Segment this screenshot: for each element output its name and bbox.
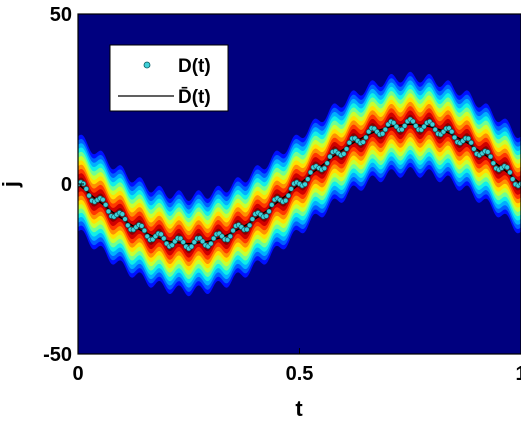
series-d-point (432, 126, 438, 133)
series-d-point (269, 202, 275, 208)
series-d-point (302, 181, 308, 187)
series-d-point (158, 231, 164, 237)
y-tick-label: 50 (50, 4, 72, 26)
series-d-point (399, 126, 405, 133)
legend-box (109, 44, 229, 112)
series-d-point (487, 153, 494, 160)
series-d-point (343, 146, 350, 152)
series-d-point (138, 223, 145, 229)
series-d-point (468, 139, 474, 146)
series-d-point (446, 125, 452, 131)
series-d-point (471, 146, 477, 152)
series-d-point (410, 118, 416, 125)
legend-label-dbar: D̄(t) (178, 87, 211, 108)
series-d-point (125, 222, 131, 229)
series-d-point (188, 243, 195, 250)
series-d-point (490, 160, 497, 166)
series-d-point (451, 134, 458, 141)
series-d-point (191, 239, 197, 245)
series-d-point (169, 242, 175, 248)
series-d-point (504, 164, 510, 171)
series-d-point (341, 151, 347, 157)
series-d-point (421, 123, 427, 130)
series-d-point (83, 186, 90, 192)
series-d-point (307, 169, 314, 176)
series-d-point (144, 233, 150, 240)
y-tick-label: 0 (61, 174, 72, 196)
series-d-point (224, 237, 231, 243)
series-d-point (449, 128, 455, 135)
x-tick-label: 0 (72, 363, 83, 385)
series-d-point (382, 126, 389, 133)
marker-layer (78, 116, 521, 252)
series-d-point (180, 239, 186, 245)
series-d-point (379, 131, 386, 137)
series-d-point (346, 139, 353, 146)
series-d-point (282, 197, 289, 204)
series-d-point (507, 169, 513, 176)
series-d-point (122, 216, 128, 222)
series-d-point (100, 196, 106, 203)
legend-marker-d (143, 61, 151, 69)
series-d-point (390, 120, 397, 126)
x-tick-label: 0.5 (286, 363, 314, 385)
series-d-point (105, 208, 112, 215)
series-d-point (509, 176, 516, 182)
series-d-point (266, 208, 272, 215)
series-d-point (119, 211, 126, 217)
x-tick-label: 1 (515, 363, 521, 385)
series-d-point (230, 227, 236, 234)
series-d-point (324, 160, 330, 166)
series-d-point (285, 192, 292, 199)
series-d-point (360, 139, 366, 145)
series-d-point (161, 235, 167, 242)
x-axis-label: t (295, 396, 303, 421)
series-d-point (321, 165, 328, 172)
series-d-point (465, 135, 472, 142)
series-d-point (327, 153, 333, 160)
y-axis-label: j (0, 181, 23, 188)
legend-label-d: D(t) (178, 56, 211, 77)
series-d-point (141, 227, 148, 234)
series-d-point (244, 226, 250, 233)
y-tick-label: -50 (43, 344, 72, 366)
series-d-point (485, 149, 491, 155)
series-d-point (177, 235, 184, 242)
series-d-point (208, 240, 214, 247)
series-d-point (246, 222, 253, 229)
series-d-point (305, 176, 311, 182)
series-d-point (429, 121, 436, 128)
series-d-point (263, 213, 269, 219)
series-d-point (249, 216, 256, 222)
series-d-point (402, 123, 408, 129)
series-d-point (102, 202, 109, 208)
series-d-point (86, 192, 92, 199)
series-d-point (366, 128, 372, 135)
legend: D(t) D̄(t) (109, 44, 229, 112)
series-d-point (413, 123, 419, 129)
series-d-point (363, 134, 369, 141)
series-d-point (199, 238, 206, 245)
series-d-point (210, 235, 217, 242)
series-d-point (227, 233, 233, 240)
series-d-point (288, 186, 294, 192)
